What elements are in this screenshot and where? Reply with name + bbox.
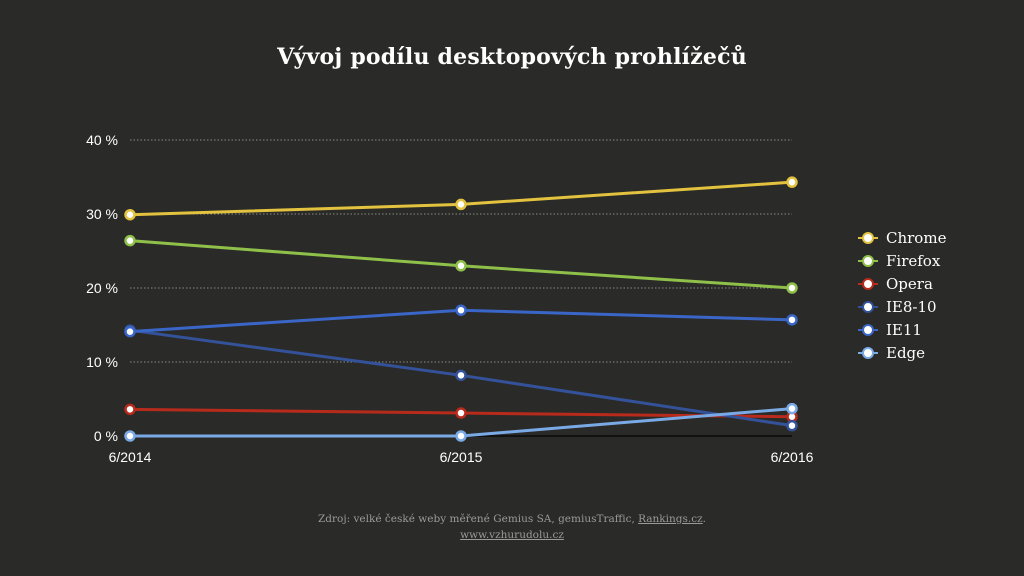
x-tick-label: 6/2015 [440,449,483,465]
legend-swatch [858,323,878,336]
source-suffix: . [702,513,706,525]
data-point [455,407,467,419]
data-point [786,419,798,432]
legend-swatch [858,346,878,359]
y-tick-label: 20 % [86,280,118,296]
legend-label: Edge [886,343,926,362]
legend-item: IE8-10 [858,295,946,318]
data-point [124,430,136,442]
legend: Chrome Firefox Opera IE8-10 IE11 Edge [858,226,946,364]
legend-label: Opera [886,274,933,293]
legend-swatch [858,300,878,313]
data-point [124,234,136,247]
y-tick-label: 10 % [86,354,118,370]
x-tick-label: 6/2014 [109,449,152,465]
source-note: Zdroj: velké české weby měřené Gemius SA… [0,513,1024,525]
data-point [455,369,467,382]
series-lines [124,176,798,442]
data-point [786,282,798,294]
data-point [455,260,467,272]
data-point [455,198,467,211]
source-prefix: Zdroj: velké české weby měřené Gemius SA… [318,513,635,525]
series-chrome [124,176,798,221]
series-opera [124,403,798,423]
data-point [786,314,798,326]
legend-item: Opera [858,272,946,295]
series-ie11 [124,304,798,338]
legend-swatch [858,277,878,290]
tick-labels: 0 % 10 % 20 % 30 % 40 % 6/2014 6/2015 6/2016 [86,132,814,465]
x-tick-label: 6/2016 [771,449,814,465]
legend-label: Firefox [886,251,941,270]
source-site[interactable]: www.vzhurudolu.cz [0,529,1024,541]
grid-lines [130,139,792,363]
data-point [455,304,467,316]
legend-item: Edge [858,341,946,364]
y-tick-label: 40 % [86,132,118,148]
data-point [455,430,467,442]
source-link[interactable]: Rankings.cz [638,513,703,525]
chart-title: Vývoj podílu desktopových prohlížečů [277,44,747,70]
legend-swatch [858,254,878,267]
y-tick-label: 0 % [94,428,118,444]
data-point [786,402,798,415]
data-point [786,176,798,188]
legend-label: IE11 [886,320,922,339]
legend-item: Chrome [858,226,946,249]
data-point [124,208,136,221]
legend-swatch [858,231,878,244]
series-edge [124,402,798,442]
site-link[interactable]: www.vzhurudolu.cz [460,529,564,541]
legend-label: IE8-10 [886,297,937,316]
legend-label: Chrome [886,228,947,247]
legend-item: Firefox [858,249,946,272]
y-tick-label: 30 % [86,206,118,222]
data-point [124,325,136,338]
series-firefox [124,234,798,294]
legend-item: IE11 [858,318,946,341]
data-point [124,403,136,416]
